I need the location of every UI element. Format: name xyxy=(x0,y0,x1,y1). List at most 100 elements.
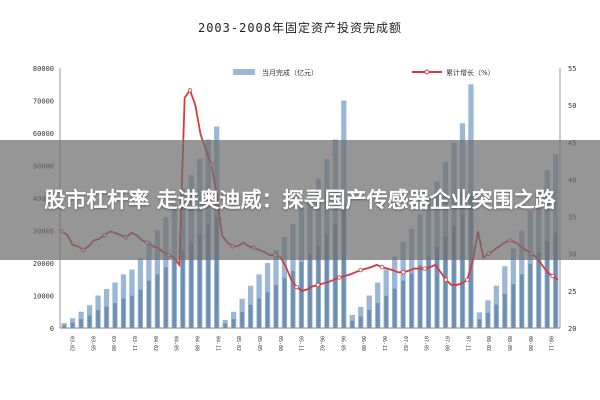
line-point xyxy=(315,282,321,288)
bar-inner xyxy=(274,285,278,328)
bar-inner xyxy=(291,270,295,328)
line-point xyxy=(337,275,342,280)
legend-line-label: 累计增长（%） xyxy=(446,68,495,77)
y-left-tick-label: 80000 xyxy=(33,65,54,73)
bar-inner xyxy=(104,306,109,328)
bar-inner xyxy=(248,304,253,328)
bar-inner xyxy=(486,312,490,328)
y-left-tick-label: 70000 xyxy=(33,98,54,106)
x-tick-label: 05-11 xyxy=(298,336,304,351)
headline-text[interactable]: 股市杠杆率 走进奥迪威：探寻国产传感器企业突围之路 xyxy=(44,188,556,212)
bar-inner xyxy=(477,319,482,328)
bar-inner xyxy=(511,284,516,328)
line-point xyxy=(443,277,449,282)
x-tick-label: 08-02 xyxy=(485,336,491,351)
bar-inner xyxy=(392,288,397,328)
y-right-tick-label: 20 xyxy=(568,325,576,333)
x-tick-label: 04-08 xyxy=(193,336,199,351)
bar-inner xyxy=(519,274,524,328)
bar-inner xyxy=(443,236,448,328)
bar-inner xyxy=(180,251,185,328)
line-point xyxy=(422,266,427,271)
x-tick-label: 03-08 xyxy=(110,336,116,351)
bar-inner xyxy=(367,310,372,328)
bar-inner xyxy=(231,319,236,328)
bar-inner xyxy=(70,322,75,328)
bar-inner xyxy=(189,243,194,328)
line-point xyxy=(294,284,299,290)
bar-inner xyxy=(197,235,202,328)
bar-inner xyxy=(384,295,389,328)
x-tick-label: 06-11 xyxy=(381,336,387,351)
bar-inner xyxy=(62,325,66,328)
bar-inner xyxy=(418,265,422,328)
x-tick-label: 03-02 xyxy=(68,336,74,351)
x-tick-label: 08-11 xyxy=(548,336,554,351)
line-point xyxy=(465,277,470,282)
y-right-tick-label: 25 xyxy=(568,288,576,296)
x-tick-label: 07-08 xyxy=(443,336,449,351)
y-left-tick-label: 10000 xyxy=(33,293,54,301)
bar-inner xyxy=(401,280,405,328)
bar-inner xyxy=(299,261,304,328)
bar-inner xyxy=(333,224,338,328)
bar-inner xyxy=(375,302,380,328)
bar-inner xyxy=(87,315,92,328)
bar-inner xyxy=(96,310,100,328)
bar-inner xyxy=(121,298,126,328)
bar-inner xyxy=(240,311,244,328)
x-tick-label: 03-11 xyxy=(131,336,137,351)
bar-inner xyxy=(435,247,439,328)
line-point xyxy=(550,273,555,279)
bar-inner xyxy=(469,193,473,328)
bar-inner xyxy=(536,252,541,328)
bar-inner xyxy=(494,304,499,328)
bar-inner xyxy=(206,224,211,328)
x-tick-label: 08-05 xyxy=(506,336,512,351)
bar-inner xyxy=(358,316,363,328)
y-left-tick-label: 60000 xyxy=(33,130,54,138)
bar-inner xyxy=(409,273,414,328)
bar-inner xyxy=(350,320,355,328)
x-tick-label: 05-08 xyxy=(277,336,283,351)
bar-inner xyxy=(257,298,261,328)
bar-inner xyxy=(553,232,558,328)
x-tick-label: 03-05 xyxy=(89,336,95,351)
bar-inner xyxy=(308,253,312,328)
x-tick-label: 04-11 xyxy=(214,336,220,351)
x-tick-label: 07-11 xyxy=(464,336,470,351)
x-tick-label: 06-02 xyxy=(318,336,324,351)
bar-inner xyxy=(79,319,83,328)
bar-inner xyxy=(164,267,168,328)
y-right-tick-label: 55 xyxy=(568,65,576,73)
headline-banner[interactable]: 股市杠杆率 走进奥迪威：探寻国产传感器企业突围之路 xyxy=(0,140,600,260)
bar-inner xyxy=(426,256,431,328)
x-tick-label: 06-08 xyxy=(360,336,366,351)
x-tick-label: 06-05 xyxy=(339,336,345,351)
bar-inner xyxy=(265,292,270,328)
x-axis-ticks: 03-02 03-05 03-08 03-11 04-02 04-05 04-08 04-11… xyxy=(68,336,553,351)
line-point xyxy=(358,267,363,273)
legend-line-marker xyxy=(424,69,430,75)
chart-title: 2003-2008年固定资产投资完成额 xyxy=(198,20,402,35)
bar-inner xyxy=(341,202,346,328)
bar-inner xyxy=(130,295,134,328)
bar-inner xyxy=(155,274,160,328)
bar-inner xyxy=(528,263,533,328)
bar-inner xyxy=(138,289,143,328)
line-point xyxy=(379,264,385,270)
x-tick-label: 08-08 xyxy=(527,336,533,351)
line-point xyxy=(401,270,406,275)
y-right-tick-label: 50 xyxy=(568,102,576,110)
x-tick-label: 05-02 xyxy=(235,336,241,351)
legend-bar-label: 当月完成（亿元） xyxy=(262,68,318,77)
x-tick-label: 07-05 xyxy=(423,336,429,351)
bar-inner xyxy=(223,323,228,328)
line-point xyxy=(187,88,193,93)
legend: 当月完成（亿元） 累计增长（%） xyxy=(233,68,495,77)
bar-inner xyxy=(545,241,550,328)
bar-inner xyxy=(172,260,177,328)
bar-inner xyxy=(452,226,456,328)
bar-inner xyxy=(282,277,287,328)
y-left-tick-label: 0 xyxy=(50,325,54,333)
